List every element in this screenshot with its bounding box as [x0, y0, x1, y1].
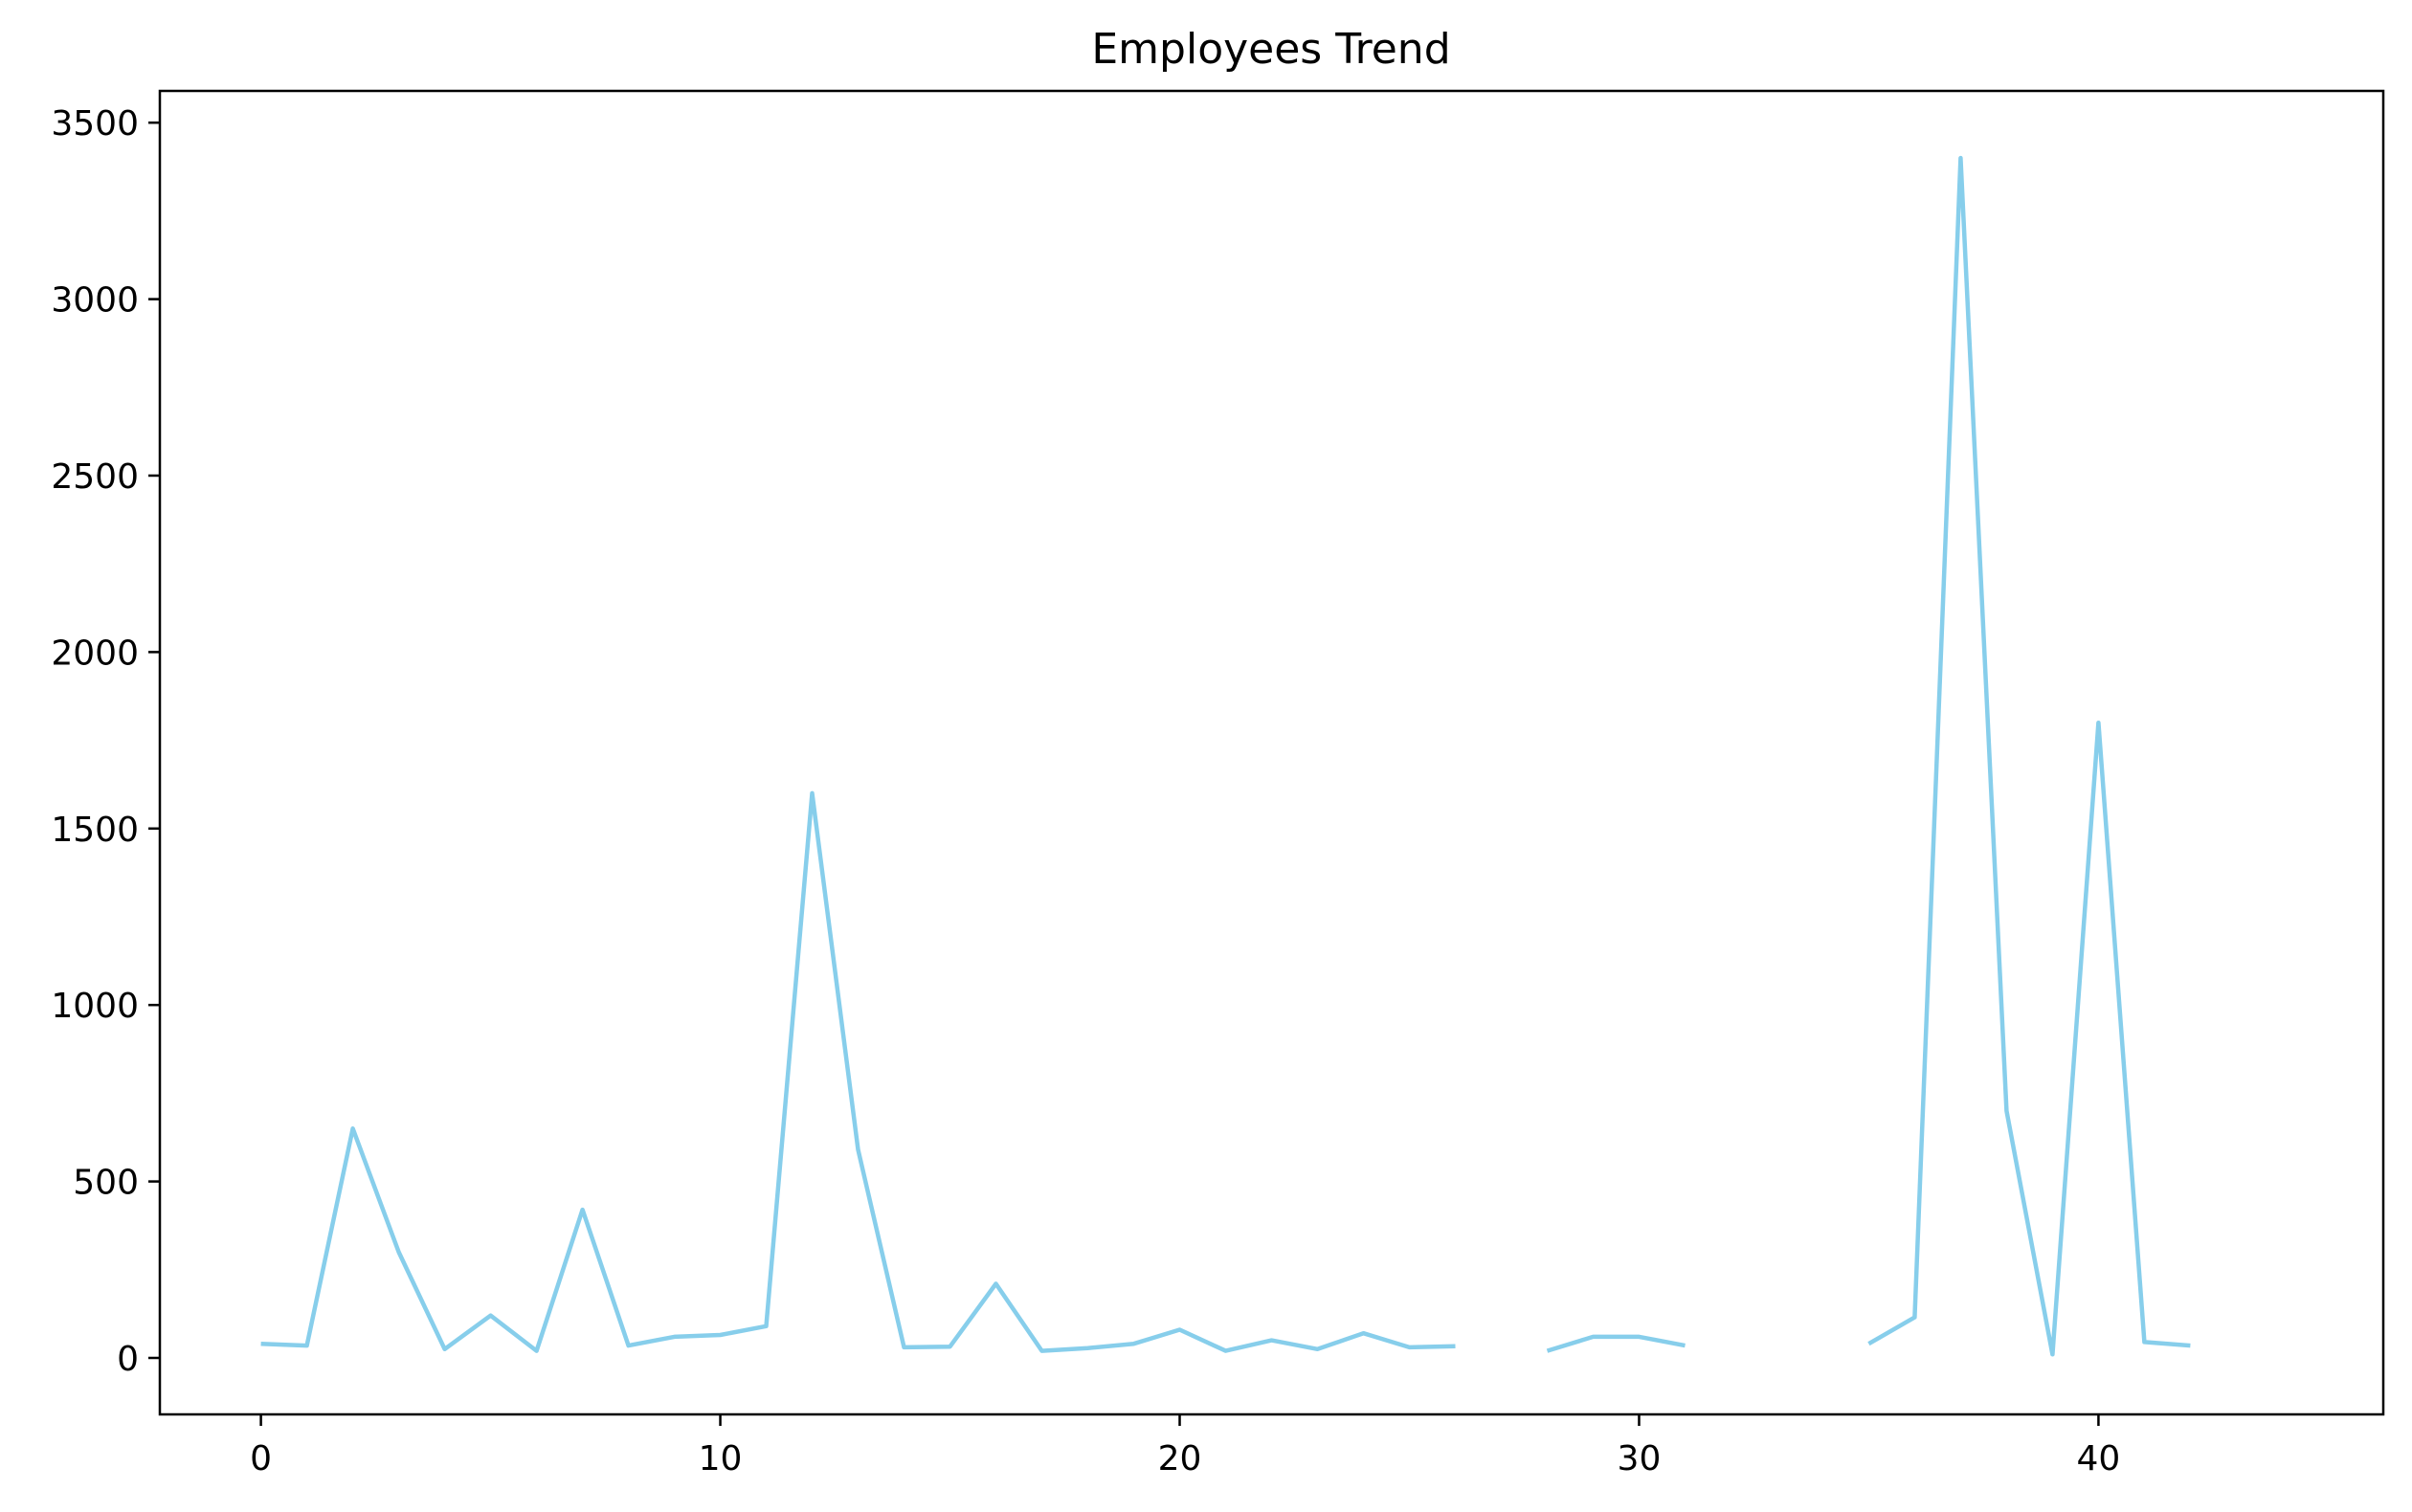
y-tick-label: 500 — [73, 1164, 139, 1203]
axes-frame — [158, 89, 2385, 1416]
series-line-segment — [260, 790, 1456, 1353]
x-tick-label: 20 — [1158, 1439, 1202, 1479]
y-tick-label: 1000 — [51, 987, 139, 1026]
chart-title: Employees Trend — [1091, 25, 1450, 74]
series-line-segment — [1867, 155, 2191, 1357]
y-tick-label: 2000 — [51, 634, 139, 673]
plot-area: 0 10 20 30 40 0 500 1000 1500 2000 2500 3000 3500 — [51, 104, 2191, 1479]
series-line-segment — [1546, 1334, 1686, 1353]
y-tick-label: 2500 — [51, 457, 139, 497]
x-tick-label: 40 — [2077, 1439, 2121, 1479]
x-tick-label: 30 — [1618, 1439, 1662, 1479]
y-tick-label: 3000 — [51, 281, 139, 321]
y-tick-label: 1500 — [51, 811, 139, 850]
x-tick-label: 0 — [250, 1439, 272, 1479]
x-tick-label: 10 — [699, 1439, 743, 1479]
y-tick-label: 3500 — [51, 104, 139, 144]
y-tick-label: 0 — [117, 1340, 139, 1379]
